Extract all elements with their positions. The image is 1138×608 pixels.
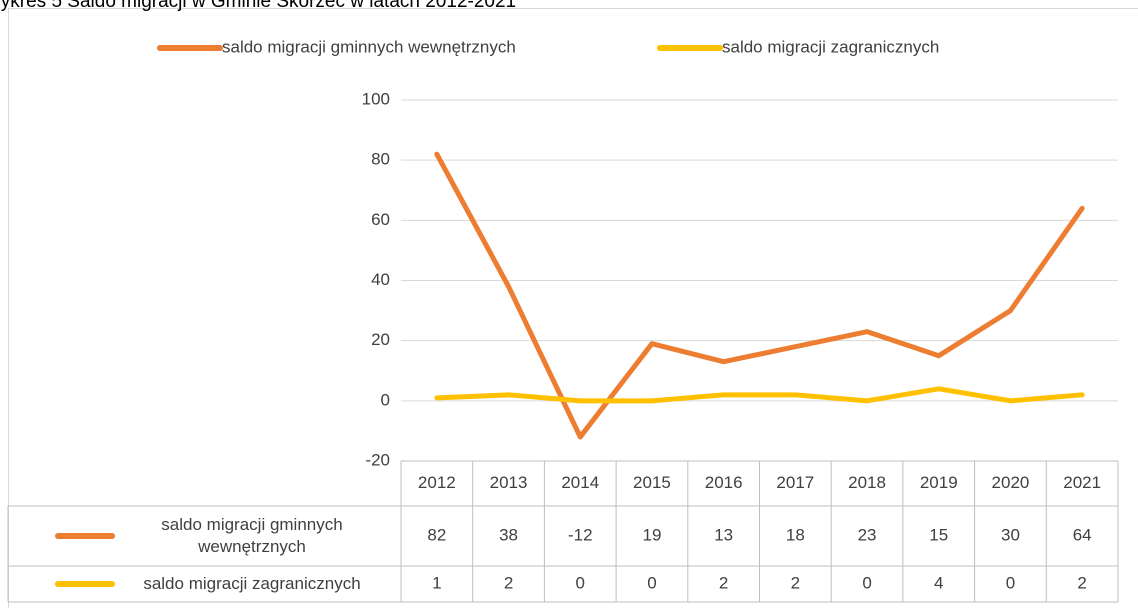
y-tick-label: 100 [362, 89, 390, 108]
table-value: 4 [934, 573, 943, 592]
table-value: 30 [1001, 525, 1020, 544]
table-value: 0 [576, 573, 585, 592]
table-value: 2 [1077, 573, 1086, 592]
series-line [434, 386, 1085, 404]
x-tick-label: 2016 [705, 473, 743, 492]
y-tick-label: -20 [365, 450, 390, 469]
table-value: 38 [499, 525, 518, 544]
table-value: 64 [1073, 525, 1092, 544]
x-tick-label: 2013 [490, 473, 528, 492]
row-label-box: saldo migracji gminnych wewnętrznych [161, 514, 343, 556]
y-tick-label: 80 [371, 150, 390, 169]
y-tick-label: 0 [381, 390, 390, 409]
x-tick-label: 2015 [633, 473, 671, 492]
table-value: 2 [719, 573, 728, 592]
chart-title: Wykres 5 Saldo migracji w Gminie Skórzec… [0, 0, 516, 12]
table-value: -12 [568, 525, 593, 544]
x-tick-label: 2017 [776, 473, 814, 492]
y-tick-label: 40 [371, 270, 390, 289]
table-value: 15 [929, 525, 948, 544]
table-value: 0 [1006, 573, 1015, 592]
x-tick-label: 2014 [561, 473, 599, 492]
x-tick-label: 2012 [418, 473, 456, 492]
chart-border [8, 8, 1138, 608]
table-value: 18 [786, 525, 805, 544]
x-tick-label: 2019 [920, 473, 958, 492]
table-value: 0 [647, 573, 656, 592]
series-line [434, 151, 1085, 440]
x-tick-label: 2020 [992, 473, 1030, 492]
legend-label: saldo migracji zagranicznych [722, 37, 939, 56]
x-tick-label: 2021 [1063, 473, 1101, 492]
table-value: 23 [858, 525, 877, 544]
table-value: 1 [432, 573, 441, 592]
table-value: 13 [714, 525, 733, 544]
table-value: 19 [642, 525, 661, 544]
table-value: 2 [504, 573, 513, 592]
legend-label: saldo migracji gminnych wewnętrznych [222, 37, 516, 56]
row-label: saldo migracji zagranicznych [143, 573, 361, 593]
row-label-box: saldo migracji zagranicznych [143, 573, 361, 593]
table-value: 82 [427, 525, 446, 544]
row-label: saldo migracji gminnych wewnętrznych [161, 514, 343, 556]
y-tick-label: 60 [371, 210, 390, 229]
y-tick-label: 20 [371, 330, 390, 349]
x-tick-label: 2018 [848, 473, 886, 492]
table-value: 0 [862, 573, 871, 592]
table-value: 2 [791, 573, 800, 592]
